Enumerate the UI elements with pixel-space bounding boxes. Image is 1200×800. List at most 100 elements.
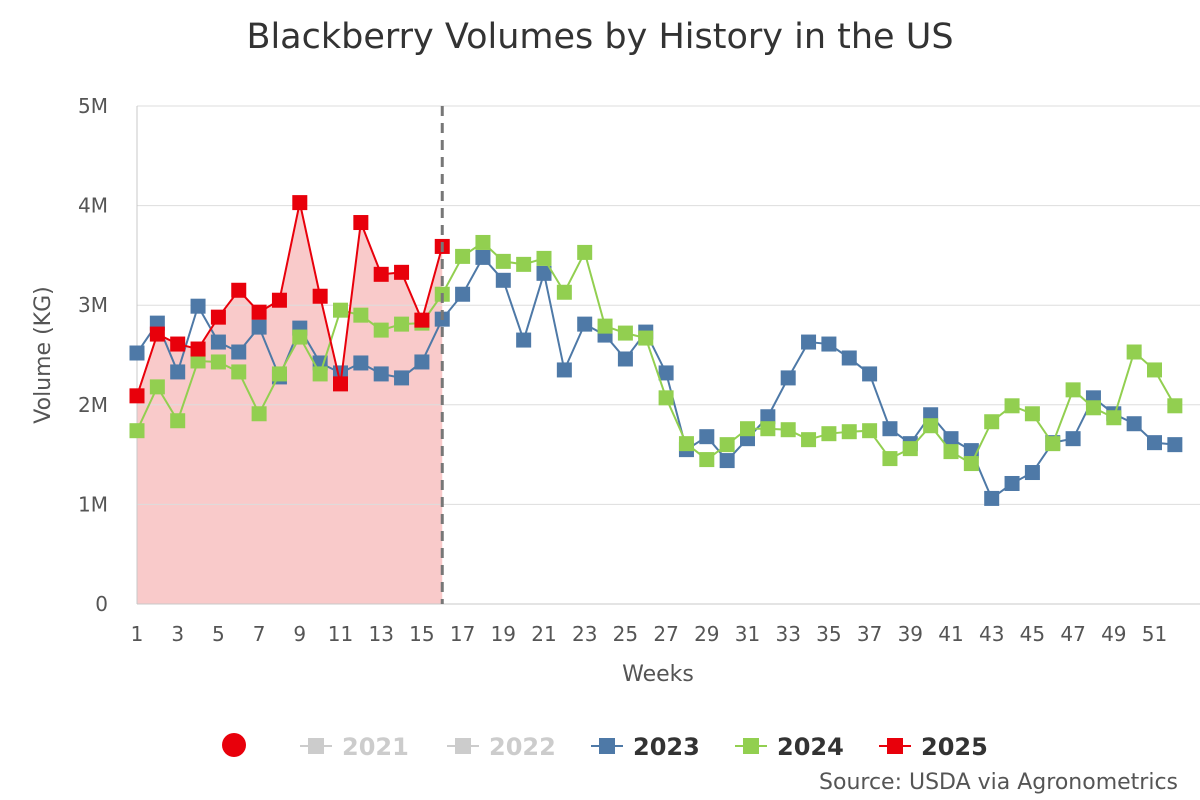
data-point-2024[interactable] (1065, 382, 1081, 398)
data-point-2024[interactable] (312, 366, 328, 382)
data-point-2024[interactable] (353, 307, 369, 323)
data-point-2023[interactable] (1024, 465, 1040, 481)
data-point-2023[interactable] (231, 344, 247, 360)
data-point-2025[interactable] (129, 388, 145, 404)
data-point-2024[interactable] (821, 426, 837, 442)
data-point-2023[interactable] (821, 336, 837, 352)
data-point-2023[interactable] (760, 409, 776, 425)
data-point-2025[interactable] (373, 266, 389, 282)
legend-item-2023[interactable]: 2023 (591, 733, 700, 761)
data-point-2024[interactable] (923, 418, 939, 434)
data-point-2023[interactable] (699, 429, 715, 445)
data-point-2023[interactable] (210, 334, 226, 350)
data-point-2024[interactable] (678, 436, 694, 452)
data-point-2024[interactable] (333, 302, 348, 318)
data-point-2024[interactable] (1024, 406, 1040, 422)
data-point-2023[interactable] (414, 354, 430, 370)
data-point-2025[interactable] (210, 309, 226, 325)
data-point-2024[interactable] (801, 432, 817, 448)
data-point-2024[interactable] (699, 452, 715, 468)
data-point-2023[interactable] (882, 421, 898, 437)
data-point-2023[interactable] (984, 490, 1000, 506)
data-point-2023[interactable] (780, 370, 796, 386)
data-point-2024[interactable] (658, 390, 674, 406)
data-point-2024[interactable] (556, 284, 572, 300)
data-point-2025[interactable] (312, 288, 328, 304)
data-point-2024[interactable] (882, 451, 898, 467)
legend-item-2021[interactable]: 2021 (300, 733, 409, 761)
data-point-2025[interactable] (414, 312, 430, 328)
data-point-2024[interactable] (963, 456, 979, 472)
data-point-2025[interactable] (271, 292, 287, 308)
data-point-2025[interactable] (292, 195, 308, 211)
data-point-2024[interactable] (1147, 362, 1162, 378)
data-point-2024[interactable] (271, 366, 287, 382)
data-point-2023[interactable] (658, 365, 674, 381)
data-point-2024[interactable] (740, 421, 755, 437)
data-point-2024[interactable] (841, 424, 857, 440)
data-point-2023[interactable] (801, 334, 817, 350)
data-point-2024[interactable] (129, 423, 145, 439)
data-point-2024[interactable] (170, 413, 186, 429)
data-point-2025[interactable] (149, 326, 165, 342)
legend-item-2025[interactable]: 2025 (879, 733, 988, 761)
data-point-2023[interactable] (577, 316, 593, 332)
data-point-2023[interactable] (719, 453, 735, 469)
data-point-2025[interactable] (333, 376, 348, 392)
data-point-2023[interactable] (353, 355, 369, 371)
data-point-2024[interactable] (231, 364, 247, 380)
data-point-2023[interactable] (617, 351, 633, 367)
data-point-2024[interactable] (495, 253, 511, 269)
data-point-2024[interactable] (638, 330, 654, 346)
data-point-2023[interactable] (495, 272, 511, 288)
data-point-2025[interactable] (170, 336, 186, 352)
data-point-2024[interactable] (536, 250, 552, 266)
data-point-2024[interactable] (1045, 436, 1061, 452)
data-point-2023[interactable] (943, 431, 959, 447)
data-point-2025[interactable] (353, 215, 369, 231)
data-point-2024[interactable] (1004, 398, 1020, 414)
data-point-2024[interactable] (210, 354, 226, 370)
data-point-2023[interactable] (841, 350, 857, 366)
data-point-2023[interactable] (1167, 437, 1183, 453)
data-point-2024[interactable] (1085, 400, 1101, 416)
data-point-2024[interactable] (577, 244, 593, 260)
data-point-2024[interactable] (597, 318, 613, 334)
data-point-2025[interactable] (251, 304, 267, 320)
data-point-2023[interactable] (516, 332, 532, 348)
data-point-2024[interactable] (394, 316, 410, 332)
data-point-2024[interactable] (1106, 410, 1122, 426)
data-point-2025[interactable] (190, 341, 206, 357)
data-point-2023[interactable] (475, 249, 491, 265)
data-point-2024[interactable] (190, 353, 206, 369)
data-point-2024[interactable] (902, 441, 918, 457)
data-point-2024[interactable] (373, 322, 389, 338)
data-point-2024[interactable] (475, 234, 491, 250)
data-point-2024[interactable] (719, 437, 735, 453)
data-point-2023[interactable] (251, 319, 267, 335)
data-point-2024[interactable] (984, 414, 1000, 430)
legend-item-2024[interactable]: 2024 (735, 733, 844, 761)
data-point-2023[interactable] (394, 370, 410, 386)
data-point-2024[interactable] (780, 422, 796, 438)
data-point-2024[interactable] (617, 325, 633, 341)
data-point-2023[interactable] (1004, 475, 1020, 491)
data-point-2023[interactable] (190, 298, 206, 314)
data-point-2023[interactable] (129, 345, 145, 361)
data-point-2023[interactable] (1147, 435, 1162, 451)
data-point-2024[interactable] (149, 379, 165, 395)
data-point-2023[interactable] (1126, 416, 1142, 432)
data-point-2023[interactable] (536, 265, 552, 281)
data-point-2023[interactable] (455, 286, 471, 302)
data-point-2024[interactable] (292, 329, 308, 345)
data-point-2024[interactable] (251, 406, 267, 422)
data-point-2024[interactable] (1126, 344, 1142, 360)
data-point-2024[interactable] (760, 421, 776, 437)
data-point-2025[interactable] (394, 264, 410, 280)
legend-item-2022[interactable]: 2022 (447, 733, 556, 761)
data-point-2024[interactable] (455, 248, 471, 264)
data-point-2023[interactable] (373, 366, 389, 382)
data-point-2024[interactable] (1167, 398, 1183, 414)
data-point-2024[interactable] (516, 256, 532, 272)
data-point-2023[interactable] (170, 364, 186, 380)
